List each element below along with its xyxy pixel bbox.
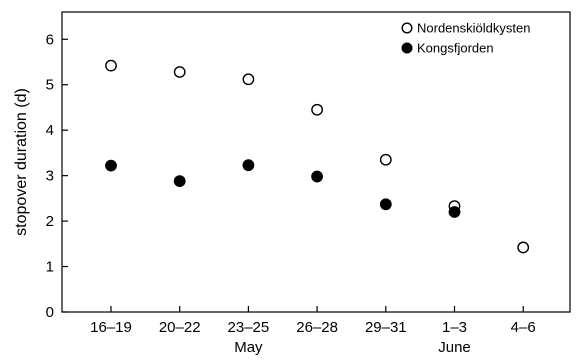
y-tick-label: 6	[46, 31, 54, 48]
kongsfjorden-point	[311, 170, 323, 183]
legend-label: Kongsfjorden	[417, 41, 494, 56]
nordenskioldkysten-point	[311, 103, 323, 116]
y-axis-ticks: 0 1 2 3 4 5 6	[46, 31, 68, 321]
y-tick-label: 5	[46, 77, 54, 94]
nordenskioldkysten-point	[379, 153, 392, 166]
y-tick-label: 0	[46, 304, 54, 321]
legend-marker	[401, 42, 413, 54]
axes	[61, 11, 571, 313]
kongsfjorden-point	[105, 159, 117, 172]
nordenskioldkysten-point	[105, 59, 117, 72]
x-tick-label: 26–28	[296, 319, 338, 336]
x-tick-label: 1–3	[442, 319, 467, 336]
x-tick-label: 4–6	[511, 319, 536, 336]
kongsfjorden-point	[242, 159, 255, 172]
y-tick-label: 2	[46, 213, 54, 230]
month-label: June	[438, 339, 471, 356]
nordenskioldkysten-point	[242, 73, 255, 86]
x-tick-label: 23–25	[228, 319, 270, 336]
nordenskioldkysten-point	[173, 66, 186, 78]
x-axis-ticks: 16–19 20–22 23–25 26–28 29–31 1–3 4–6	[90, 306, 536, 336]
legend-label: Nordenskiöldkysten	[417, 21, 530, 36]
x-tick-label: 16–19	[90, 319, 132, 336]
month-label: May	[234, 339, 263, 356]
x-tick-label: 29–31	[365, 319, 407, 336]
kongsfjorden-point	[448, 206, 461, 218]
legend: Nordenskiöldkysten Kongsfjorden	[401, 21, 530, 56]
data-points	[105, 59, 530, 254]
month-labels: May June	[234, 339, 471, 356]
y-tick-label: 4	[46, 122, 54, 139]
y-tick-label: 1	[46, 259, 54, 276]
legend-marker	[401, 22, 413, 34]
y-axis-title: stopover duration (d)	[13, 88, 30, 236]
kongsfjorden-point	[173, 175, 186, 187]
x-tick-label: 20–22	[159, 319, 201, 336]
y-tick-label: 3	[46, 168, 54, 185]
plot-frame	[61, 11, 571, 313]
kongsfjorden-point	[379, 198, 392, 211]
nordenskioldkysten-point	[517, 241, 530, 254]
